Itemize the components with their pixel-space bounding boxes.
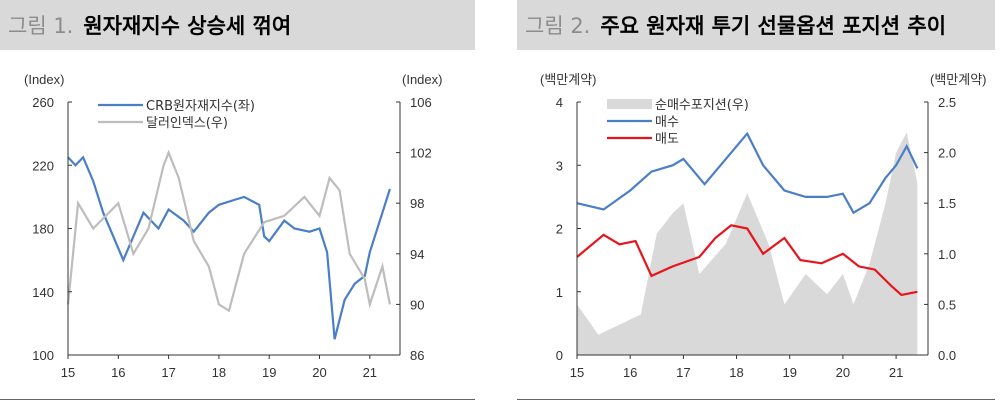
figure-title: 원자재지수 상승세 꺾여 <box>83 14 292 38</box>
y2-tick-label: 102 <box>410 146 432 161</box>
x-tick-label: 17 <box>161 365 175 380</box>
y2-tick-label: 0.5 <box>938 297 956 312</box>
y2-tick-label: 1.0 <box>938 247 956 262</box>
legend-swatch <box>607 99 652 109</box>
x-tick-label: 16 <box>623 365 637 380</box>
y2-tick-label: 2.5 <box>938 95 956 110</box>
figure-label: 그림 1. <box>8 14 74 38</box>
y-tick-label: 1 <box>556 285 563 300</box>
y-tick-label: 2 <box>556 222 563 237</box>
x-tick-label: 20 <box>836 365 850 380</box>
x-tick-label: 19 <box>782 365 796 380</box>
legend-label: 매수 <box>655 115 679 130</box>
series-line-2 <box>576 224 918 297</box>
x-tick-label: 18 <box>729 365 743 380</box>
legend-label: CRB원자재지수(좌) <box>146 99 255 114</box>
y2-tick-label: 94 <box>410 247 424 262</box>
series-line-0 <box>67 155 391 340</box>
y2-axis-unit: (백만계약) <box>930 72 987 87</box>
y2-tick-label: 1.5 <box>938 196 956 211</box>
y-tick-label: 140 <box>32 285 54 300</box>
x-tick-label: 17 <box>676 365 690 380</box>
legend-label: 순매수포지션(우) <box>655 98 749 113</box>
y-tick-label: 220 <box>32 158 54 173</box>
y-tick-label: 180 <box>32 222 54 237</box>
figure-1-header: 그림 1. 원자재지수 상승세 꺾여 <box>0 0 475 50</box>
figure-2-header: 그림 2. 주요 원자재 투기 선물옵션 포지션 추이 <box>517 0 995 50</box>
y2-tick-label: 98 <box>410 196 424 211</box>
x-tick-label: 19 <box>262 365 276 380</box>
legend-label: 매도 <box>655 132 679 147</box>
x-tick-label: 21 <box>363 365 377 380</box>
series-area-0 <box>577 132 918 355</box>
y-axis-unit: (Index) <box>24 72 64 87</box>
x-tick-label: 18 <box>212 365 226 380</box>
x-tick-label: 15 <box>61 365 75 380</box>
y2-tick-label: 86 <box>410 348 424 363</box>
y-tick-label: 4 <box>556 95 563 110</box>
y2-tick-label: 90 <box>410 297 424 312</box>
y-tick-label: 260 <box>32 95 54 110</box>
x-tick-label: 15 <box>570 365 584 380</box>
x-tick-label: 16 <box>111 365 125 380</box>
y-tick-label: 100 <box>32 348 54 363</box>
x-tick-label: 20 <box>312 365 326 380</box>
series-line-1 <box>66 149 391 313</box>
chart-1: 100 140 180 220 260 86 90 94 98 102 106 15 16 17 18 19 2… <box>24 72 442 380</box>
x-tick-label: 21 <box>889 365 903 380</box>
y2-tick-label: 2.0 <box>938 146 956 161</box>
y2-tick-label: 0.0 <box>938 348 956 363</box>
divider <box>0 399 475 400</box>
series-line-1 <box>576 131 919 215</box>
y-tick-label: 3 <box>556 158 563 173</box>
figure-label: 그림 2. <box>525 14 591 38</box>
y2-tick-label: 106 <box>410 95 432 110</box>
y-tick-label: 0 <box>556 348 563 363</box>
y2-axis-unit: (Index) <box>402 72 442 87</box>
figure-title: 주요 원자재 투기 선물옵션 포지션 추이 <box>600 14 947 38</box>
chart-2: 0 1 2 3 4 0.0 0.5 1.0 1.5 2.0 2.5 15 16 17 18 19 20 21 (백만… <box>540 72 987 380</box>
divider <box>517 399 995 400</box>
legend-label: 달러인덱스(우) <box>146 116 228 131</box>
y-axis-unit: (백만계약) <box>540 72 597 87</box>
